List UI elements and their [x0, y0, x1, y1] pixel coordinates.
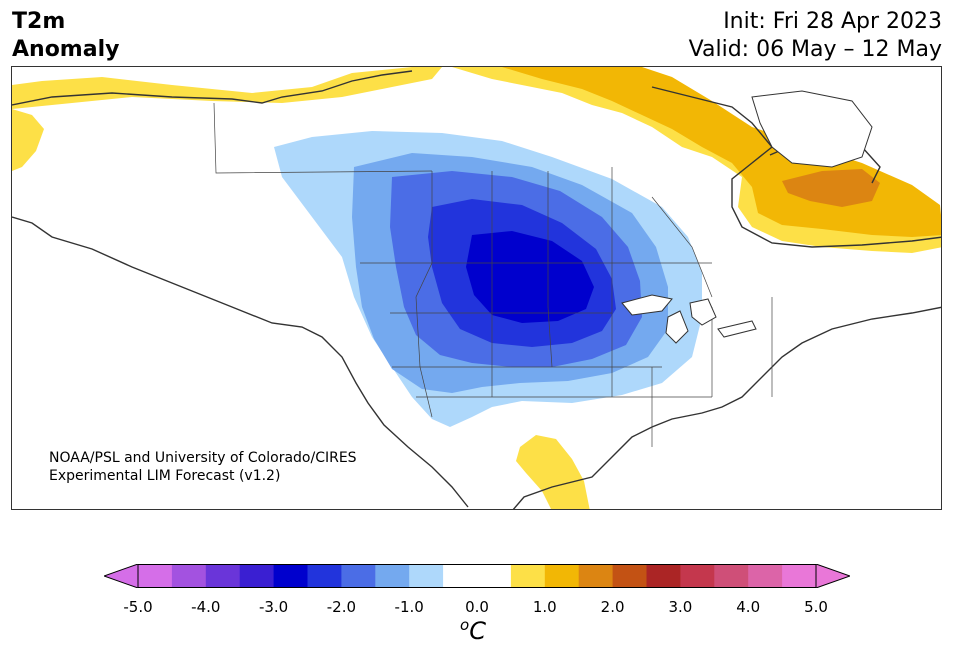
colorbar-tick-label: 4.0: [736, 598, 761, 616]
great-lakes: [621, 294, 757, 344]
colorbar-segment: [612, 564, 647, 588]
colorbar-tick-label: -3.0: [258, 598, 289, 616]
colorbar-segment: [409, 564, 444, 588]
colorbar-segment: [239, 564, 275, 588]
credit-line-2: Experimental LIM Forecast (v1.2): [49, 468, 281, 484]
colorbar-segment: [782, 564, 817, 588]
unit-letter: C: [469, 617, 486, 645]
colorbar-tick-label: -1.0: [394, 598, 424, 616]
colorbar-tick-label: 1.0: [532, 598, 557, 616]
colorbar-tick-label: 2.0: [600, 598, 625, 616]
colorbar-segment: [748, 564, 783, 588]
state-borders: [213, 102, 773, 447]
colorbar-tick-label: -2.0: [326, 598, 357, 616]
colorbar-segment: [375, 564, 410, 588]
colorbar-tick-label: 0.0: [465, 598, 489, 616]
cool-anomaly-5: [466, 231, 594, 323]
colorbar-segment: [138, 564, 173, 588]
colorbar-segment: [205, 564, 241, 588]
title-anomaly: Anomaly: [12, 37, 120, 62]
unit-degree: o: [460, 616, 470, 634]
map-svg: [12, 67, 941, 509]
colorbar-segment: [680, 564, 715, 588]
colorbar-segment: [307, 564, 342, 588]
warm-anomaly-northwest: [12, 67, 442, 109]
colorbar-tick-label: -4.0: [191, 598, 221, 616]
warm-anomaly-mexico: [516, 435, 590, 509]
map-title: T2m Anomaly: [12, 8, 119, 64]
colorbar-ticks: -5.0 -4.0 -3.0 -2.0 -1.0 0.0 1.0 2.0 3.0 4.0 5.0: [0, 598, 953, 618]
colorbar-segment: [510, 564, 546, 588]
colorbar-segment: [714, 564, 749, 588]
colorbar-tick-label: 3.0: [668, 598, 693, 616]
colorbar-segment: [544, 564, 580, 588]
colorbar-segment: [171, 564, 207, 588]
colorbar-extend-max: [815, 564, 850, 588]
warm-anomaly-alaska-west: [12, 109, 44, 171]
colorbar-segment: [646, 564, 681, 588]
colorbar-segment: [578, 564, 614, 588]
colorbar-segment: [443, 564, 478, 588]
credit-line-1: NOAA/PSL and University of Colorado/CIRE…: [49, 450, 357, 466]
title-variable: T2m: [12, 9, 66, 34]
colorbar-segment: [341, 564, 376, 588]
colorbar-unit: oC: [460, 616, 486, 645]
forecast-dates: Init: Fri 28 Apr 2023 Valid: 06 May – 12…: [689, 8, 942, 64]
warm-anomaly-labrador: [782, 169, 880, 207]
colorbar-segment: [477, 564, 512, 588]
credit-text: NOAA/PSL and University of Colorado/CIRE…: [49, 449, 357, 485]
hudson-bay: [751, 90, 873, 168]
colorbar-legend: [104, 564, 850, 588]
anomaly-map: [11, 66, 942, 510]
colorbar-tick-label: 5.0: [804, 598, 828, 616]
colorbar-border: [137, 564, 817, 588]
colorbar-tick-label: -5.0: [123, 598, 153, 616]
colorbar-extend-min: [104, 564, 139, 588]
init-date: Init: Fri 28 Apr 2023: [723, 9, 942, 34]
colorbar-segment: [273, 564, 308, 588]
valid-range: Valid: 06 May – 12 May: [688, 37, 942, 62]
